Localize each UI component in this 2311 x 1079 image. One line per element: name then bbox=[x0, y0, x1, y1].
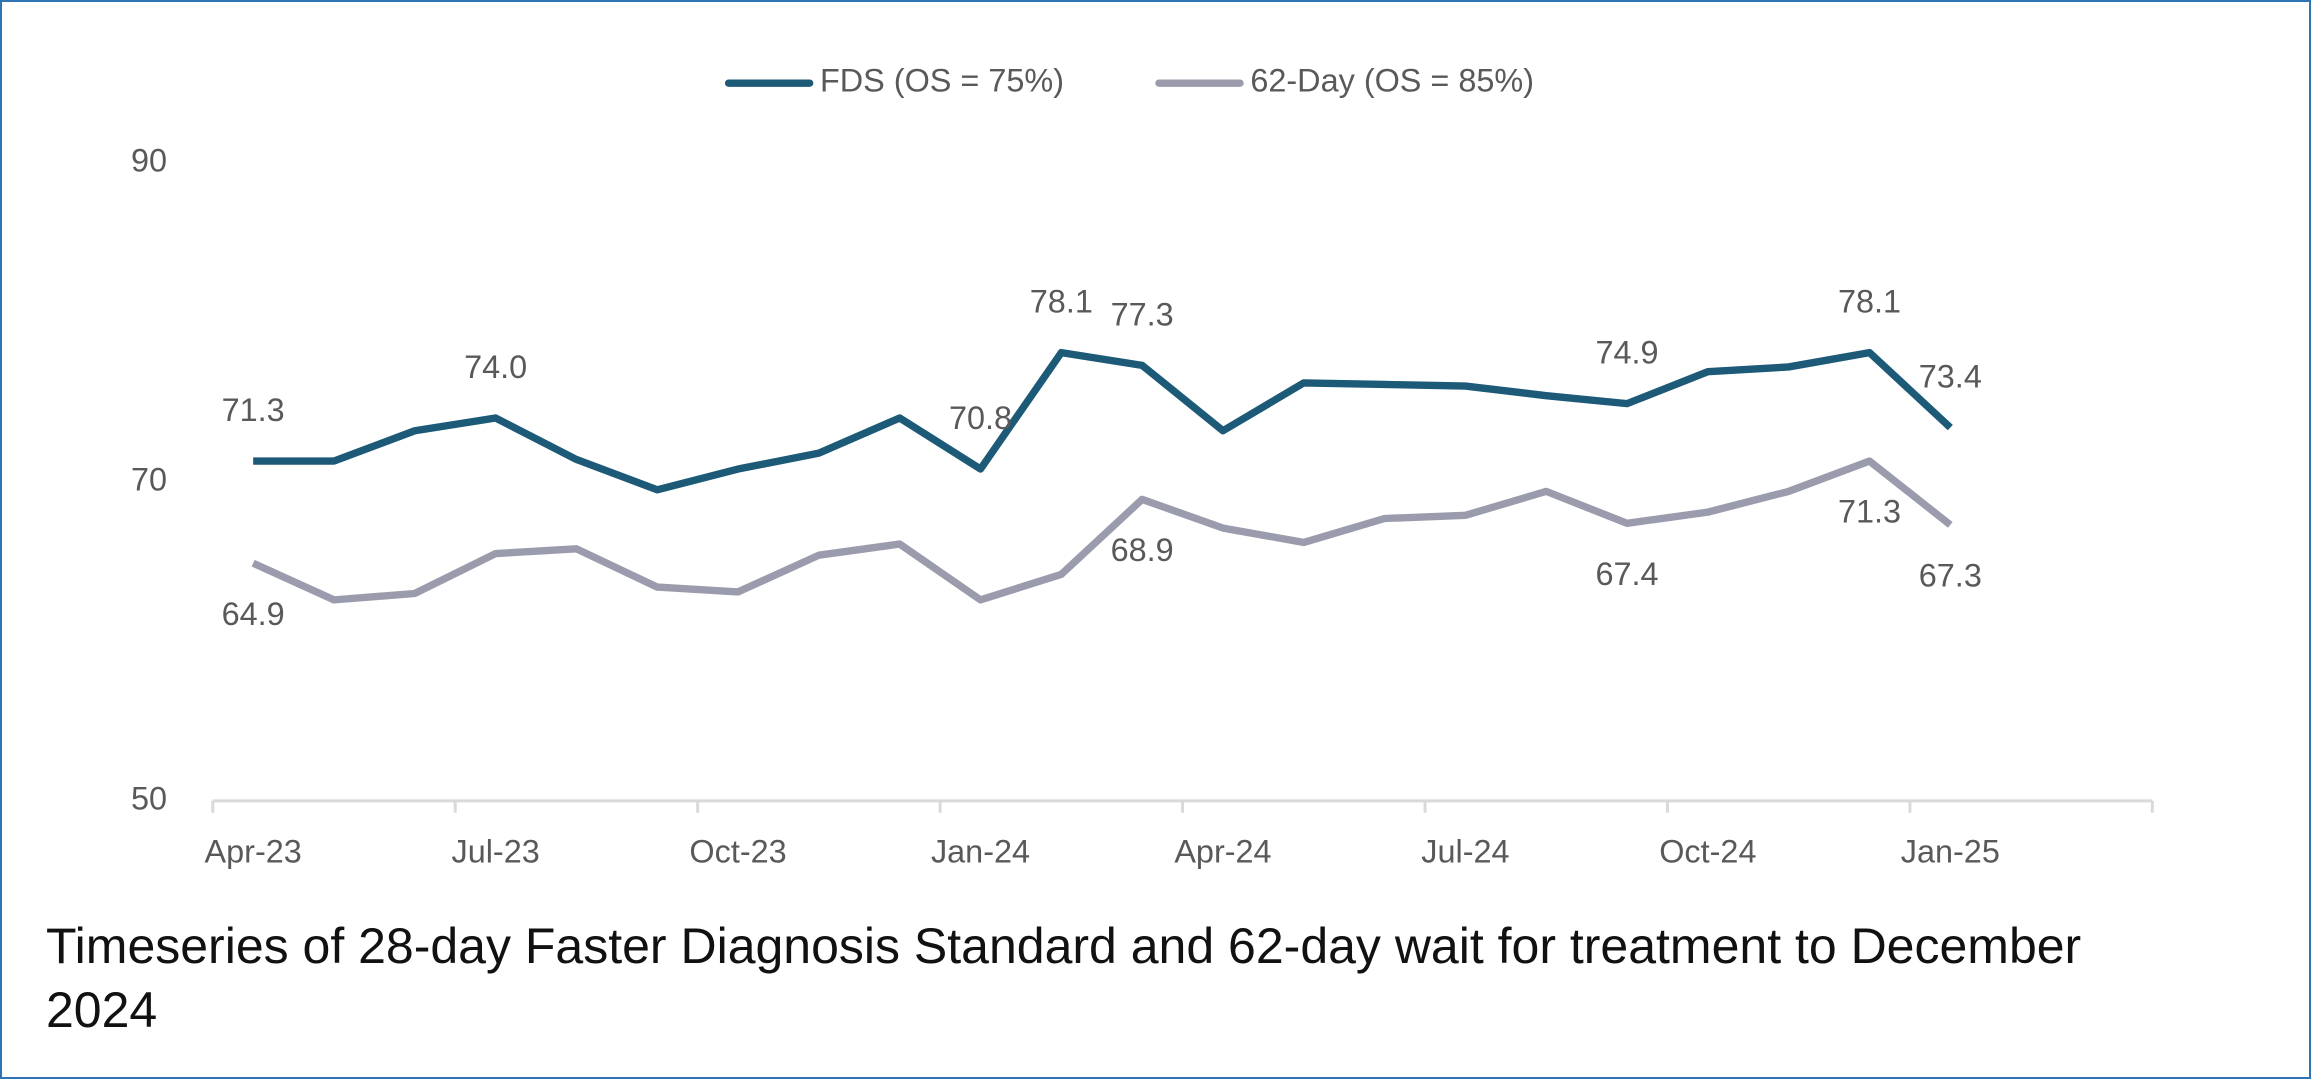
data-label: 70.8 bbox=[949, 400, 1012, 436]
series-line bbox=[253, 348, 1953, 494]
y-tick-label: 70 bbox=[131, 461, 167, 497]
data-label: 74.9 bbox=[1596, 335, 1659, 371]
x-tick-label: Oct-23 bbox=[689, 834, 786, 870]
x-tick-label: Oct-24 bbox=[1659, 834, 1756, 870]
data-label: 67.4 bbox=[1596, 556, 1659, 592]
data-label: 67.3 bbox=[1919, 558, 1982, 594]
x-tick-label: Jul-23 bbox=[451, 834, 539, 870]
data-label: 64.9 bbox=[222, 596, 285, 632]
data-label: 78.1 bbox=[1030, 284, 1093, 320]
x-tick-label: Apr-24 bbox=[1174, 834, 1271, 870]
x-tick-label: Jan-25 bbox=[1901, 834, 2000, 870]
y-tick-label: 90 bbox=[131, 142, 167, 178]
x-tick-label: Jul-24 bbox=[1421, 834, 1509, 870]
data-label: 73.4 bbox=[1919, 358, 1982, 394]
data-label: 78.1 bbox=[1838, 284, 1901, 320]
data-label: 71.3 bbox=[222, 392, 285, 428]
x-tick-label: Jan-24 bbox=[931, 834, 1030, 870]
data-label: 77.3 bbox=[1111, 296, 1174, 332]
data-label: 74.0 bbox=[464, 349, 527, 385]
data-label: 68.9 bbox=[1111, 532, 1174, 568]
data-label: 71.3 bbox=[1838, 494, 1901, 530]
legend-label: 62-Day (OS = 85%) bbox=[1250, 63, 1534, 99]
y-tick-label: 50 bbox=[131, 780, 167, 816]
legend-label: FDS (OS = 75%) bbox=[820, 63, 1064, 99]
x-tick-label: Apr-23 bbox=[205, 834, 302, 870]
series-line bbox=[251, 457, 1953, 604]
caption: Timeseries of 28-day Faster Diagnosis St… bbox=[46, 918, 2082, 1038]
